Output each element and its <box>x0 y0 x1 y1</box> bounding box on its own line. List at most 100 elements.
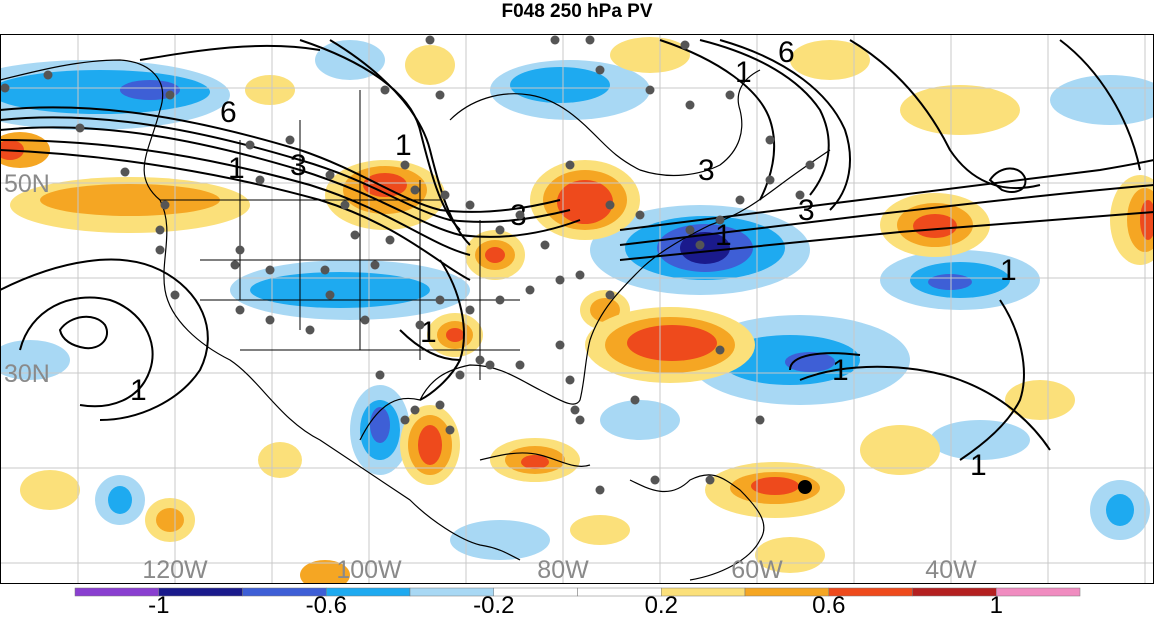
station-dot <box>43 70 53 80</box>
station-dot <box>575 270 585 280</box>
contour-label: 1 <box>970 449 987 482</box>
anomaly-blob <box>245 75 295 105</box>
anomaly-blob <box>790 40 870 80</box>
station-dot <box>435 90 445 100</box>
station-dot <box>320 265 330 275</box>
station-dot <box>495 295 505 305</box>
contour-label: 1 <box>1000 254 1017 287</box>
station-dot <box>735 195 745 205</box>
anomaly-blob <box>521 455 549 469</box>
station-dot <box>400 160 410 170</box>
longitude-label: 60W <box>731 556 783 584</box>
longitude-labels: 120W 100W 80W 60W 40W <box>142 556 977 584</box>
station-dot <box>360 315 370 325</box>
station-dot <box>400 415 410 425</box>
anomaly-blob <box>751 477 799 495</box>
station-dot <box>165 90 175 100</box>
station-dot <box>595 485 605 495</box>
station-dot <box>805 160 815 170</box>
station-dot <box>0 83 10 93</box>
station-dot <box>565 375 575 385</box>
station-dot <box>340 200 350 210</box>
colorbar-segment <box>74 587 159 597</box>
anomaly-blob <box>258 442 302 478</box>
anomaly-blob <box>510 67 610 103</box>
station-dot <box>755 415 765 425</box>
station-dot <box>160 200 170 210</box>
anomaly-blob <box>120 80 180 100</box>
contour-label: 1 <box>735 56 752 89</box>
anomaly-blob <box>610 37 690 73</box>
colorbar-label: 1 <box>989 592 1003 619</box>
station-dot <box>605 200 615 210</box>
latitude-label: 50N <box>4 170 50 198</box>
pv-anomaly-shading <box>0 37 1154 584</box>
station-dot <box>795 190 805 200</box>
station-dot <box>375 370 385 380</box>
colorbar-segment <box>912 587 997 597</box>
station-dot <box>370 260 380 270</box>
station-dot <box>475 355 485 365</box>
contour-label: 1 <box>228 152 245 185</box>
contour-label: 3 <box>698 154 715 187</box>
station-dot <box>255 175 265 185</box>
station-dot <box>245 140 255 150</box>
contour-label: 1 <box>715 219 732 252</box>
anomaly-blob <box>557 180 613 224</box>
contour-label: 6 <box>778 36 795 69</box>
station-dot <box>380 85 390 95</box>
contour-label: 6 <box>220 96 237 129</box>
station-dot <box>555 275 565 285</box>
station-dot <box>650 475 660 485</box>
station-dot <box>765 135 775 145</box>
latitude-labels: 50N 30N <box>4 170 50 388</box>
station-dot <box>540 240 550 250</box>
station-dot <box>75 123 85 133</box>
contour-label: 1 <box>130 374 147 407</box>
longitude-label: 120W <box>142 556 208 584</box>
anomaly-blob <box>250 272 430 308</box>
station-dot <box>325 290 335 300</box>
station-dot <box>515 360 525 370</box>
anomaly-blob <box>1005 380 1075 420</box>
station-dot <box>350 230 360 240</box>
contour-label: 1 <box>420 316 437 349</box>
station-dot <box>410 405 420 415</box>
anomaly-blob <box>785 352 835 372</box>
station-dot <box>685 100 695 110</box>
station-dot <box>635 210 645 220</box>
anomaly-blob <box>485 247 505 263</box>
station-dot <box>465 200 475 210</box>
station-dot <box>440 190 450 200</box>
station-dot <box>525 285 535 295</box>
station-dot <box>630 395 640 405</box>
station-dot <box>715 345 725 355</box>
station-dot <box>235 245 245 255</box>
station-dot <box>435 400 445 410</box>
station-dot <box>155 225 165 235</box>
anomaly-blob <box>418 425 442 465</box>
station-dot <box>265 265 275 275</box>
station-dot <box>235 305 245 315</box>
contour-label: 3 <box>798 194 815 227</box>
station-dot <box>120 167 130 177</box>
station-dot <box>695 240 705 250</box>
anomaly-blob <box>627 325 717 361</box>
station-dot <box>305 325 315 335</box>
station-dot <box>705 475 715 485</box>
station-dot <box>595 65 605 75</box>
anomaly-blob <box>900 85 1020 135</box>
contour-label: 3 <box>290 149 307 182</box>
contour-labels: 6 3 1 1 3 6 1 3 1 3 1 1 1 1 1 <box>130 36 1017 482</box>
colorbar <box>74 587 1081 597</box>
latitude-label: 30N <box>4 360 50 388</box>
storm-center-marker <box>798 480 812 494</box>
colorbar-label: 0.2 <box>644 592 678 619</box>
colorbar-label: -0.2 <box>473 592 515 619</box>
contour-label: 1 <box>395 129 412 162</box>
anomaly-blob <box>370 407 390 443</box>
colorbar-label: -1 <box>148 592 170 619</box>
station-dot <box>685 225 695 235</box>
anomaly-blob <box>20 470 80 510</box>
station-dot <box>605 290 615 300</box>
